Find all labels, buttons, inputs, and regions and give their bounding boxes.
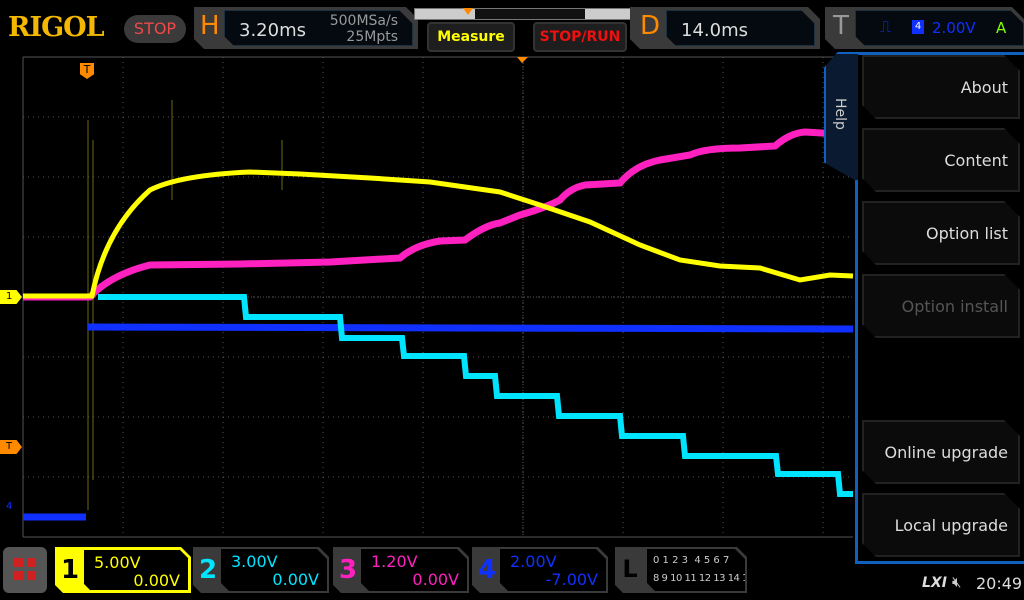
help-tab-label: Help (832, 98, 848, 130)
online-upgrade-button[interactable]: Online upgrade (862, 420, 1020, 484)
measure-button[interactable]: Measure (427, 22, 515, 52)
trigger-source: 4 (912, 20, 924, 34)
ch2-scale: 3.00V (231, 552, 278, 571)
help-menu-tab[interactable]: Help (824, 52, 858, 182)
ch1-glitch (87, 100, 283, 510)
ch3-settings[interactable]: 3 1.20V 0.00V (333, 547, 469, 593)
ch4-trace (23, 323, 854, 521)
lxi-icon: LXI (922, 575, 947, 591)
ch2-offset: 0.00V (272, 570, 319, 589)
grid-menu-icon (14, 558, 36, 580)
ch1-label: 1 (60, 555, 80, 585)
ch3-label: 3 (338, 555, 358, 585)
ch4-offset-marker[interactable]: 4 (0, 500, 22, 514)
logic-channels-row2: 8 9 10 11 12 13 14 15 (653, 573, 754, 584)
view-window (475, 9, 585, 19)
run-state-badge[interactable]: STOP (124, 15, 186, 43)
trigger-position-icon (463, 8, 473, 15)
memory-depth: 25Mpts (346, 29, 398, 45)
ch1-offset-marker[interactable]: 1 (0, 290, 22, 304)
ch2-settings[interactable]: 2 3.00V 0.00V (193, 547, 329, 593)
horizontal-letter: H (200, 11, 220, 41)
ch1-scale: 5.00V (94, 553, 141, 572)
trigger-level: 2.00V (932, 19, 976, 37)
local-upgrade-button[interactable]: Local upgrade (862, 493, 1020, 557)
logic-channels-row1: 0 1 2 3 4 5 6 7 (653, 555, 730, 566)
delay-panel[interactable]: D 14.0ms (630, 7, 820, 49)
ch1-trace (23, 169, 854, 299)
memory-position-bar[interactable] (414, 8, 632, 20)
function-navigator-button[interactable] (3, 547, 47, 593)
trigger-panel[interactable]: T ⎍ 4 2.00V A (825, 7, 1024, 49)
delay-value: 14.0ms (681, 20, 748, 41)
ch3-offset: 0.00V (412, 570, 459, 589)
logic-label: L (622, 555, 638, 583)
ch4-offset: -7.00V (545, 570, 598, 589)
about-button[interactable]: About (862, 55, 1020, 119)
sample-rate: 500MSa/s (329, 13, 398, 29)
content-button[interactable]: Content (862, 128, 1020, 192)
ch2-label: 2 (198, 555, 218, 585)
option-list-button[interactable]: Option list (862, 201, 1020, 265)
ch1-settings[interactable]: 1 5.00V 0.00V (55, 547, 191, 593)
trigger-level-marker[interactable]: T (0, 440, 22, 454)
ch4-settings[interactable]: 4 2.00V -7.00V (472, 547, 608, 593)
rigol-logo: RIGOL (8, 12, 105, 43)
ch1-offset: 0.00V (133, 571, 180, 590)
trigger-center-icon (517, 57, 528, 63)
ch4-scale: 2.00V (510, 552, 557, 571)
speaker-muted-icon[interactable]: 🔇︎ (952, 573, 962, 591)
ch4-label: 4 (477, 555, 497, 585)
trigger-mode: A (996, 19, 1007, 37)
trigger-letter: T (833, 11, 849, 41)
rising-edge-icon: ⎍ (880, 17, 892, 36)
clock: 20:49 (976, 574, 1023, 593)
option-install-button: Option install (862, 274, 1020, 338)
ch2-trace (98, 294, 853, 497)
ch3-trace (23, 128, 854, 301)
stop-run-button[interactable]: STOP/RUN (533, 22, 627, 52)
delay-letter: D (640, 11, 661, 41)
ch3-scale: 1.20V (371, 552, 418, 571)
logic-settings[interactable]: L 0 1 2 3 4 5 6 7 8 9 10 11 12 13 14 15 (615, 547, 747, 593)
horizontal-panel[interactable]: H 3.20ms 500MSa/s 25Mpts (194, 7, 418, 49)
timebase-value: 3.20ms (239, 20, 306, 41)
trigger-position-marker[interactable]: T (80, 63, 94, 79)
